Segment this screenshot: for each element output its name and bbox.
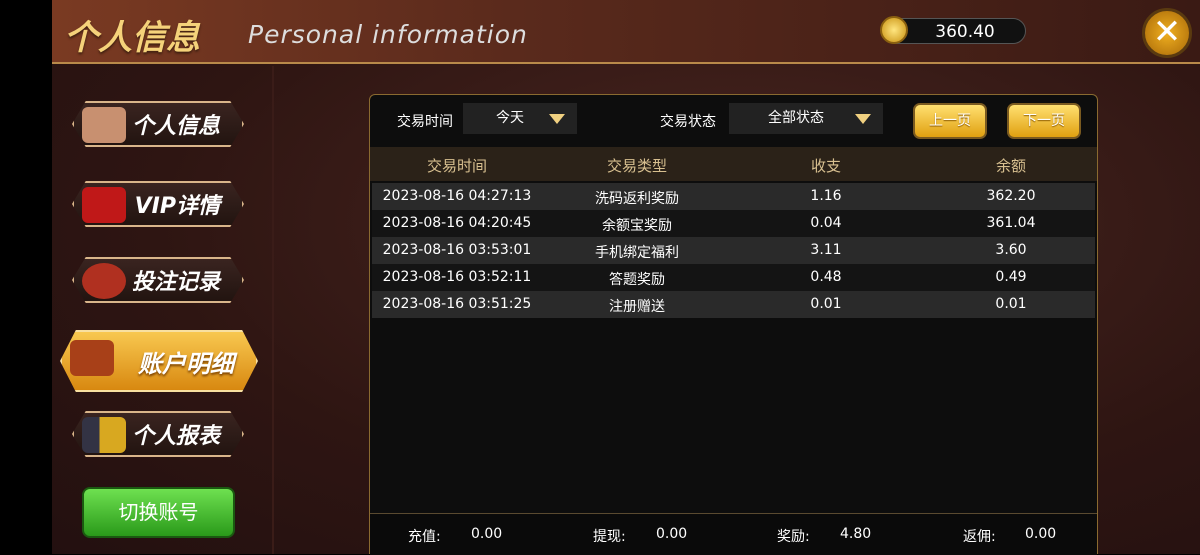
sidebar-item-label: VIP详情	[134, 194, 220, 219]
sidebar-item-label: 个人报表	[131, 424, 220, 449]
table-cell: 3.11	[810, 242, 842, 258]
transactions-panel: 交易时间 今天 交易状态 全部状态 上一页 下一页 交易时间 交易类型 收支 余…	[369, 94, 1098, 555]
switch-account-button[interactable]: 切换账号	[82, 487, 235, 538]
summary-value: 4.80	[840, 526, 872, 542]
sidebar-item-account-details[interactable]: 账户明细	[60, 330, 258, 392]
time-filter-value: 今天	[496, 110, 524, 126]
column-header: 交易类型	[606, 157, 667, 175]
summary-bar: 充值: 0.00 提现: 0.00 奖励: 4.80 返佣: 0.00	[370, 513, 1097, 555]
summary-label: 奖励:	[777, 529, 810, 545]
page-title: 个人信息	[64, 18, 200, 58]
summary-label: 充值:	[408, 529, 441, 545]
table-row: 2023-08-16 03:53:01 手机绑定福利 3.11 3.60	[372, 237, 1095, 264]
table-cell: 2023-08-16 04:27:13	[382, 188, 532, 204]
table-row: 2023-08-16 03:52:11 答题奖励 0.48 0.49	[372, 264, 1095, 291]
table-cell: 0.04	[810, 215, 842, 231]
column-header: 交易时间	[426, 157, 487, 175]
dropdown-arrow-icon	[549, 114, 565, 124]
table-body: 2023-08-16 04:27:13 洗码返利奖励 1.16 362.20 2023-…	[372, 183, 1095, 318]
lady-avatar-icon	[82, 107, 126, 143]
time-filter-label: 交易时间	[397, 114, 453, 130]
table-cell: 0.01	[810, 296, 842, 312]
status-filter-label: 交易状态	[660, 114, 716, 130]
prev-page-button[interactable]: 上一页	[913, 103, 987, 139]
table-cell: 361.04	[986, 215, 1036, 231]
table-cell: 1.16	[810, 188, 842, 204]
table-cell: 2023-08-16 03:53:01	[382, 242, 532, 258]
close-button[interactable]: ✕	[1142, 8, 1192, 58]
table-cell: 362.20	[986, 188, 1036, 204]
table-cell: 手机绑定福利	[595, 245, 679, 261]
status-filter-value: 全部状态	[768, 110, 824, 126]
table-cell: 2023-08-16 03:51:25	[382, 296, 532, 312]
page-subtitle: Personal information	[248, 20, 528, 49]
table-cell: 0.48	[810, 269, 842, 285]
table-cell: 2023-08-16 03:52:11	[382, 269, 532, 285]
table-cell: 余额宝奖励	[602, 218, 672, 234]
summary-label: 返佣:	[963, 529, 996, 545]
summary-value: 0.00	[1025, 526, 1057, 542]
table-row: 2023-08-16 04:20:45 余额宝奖励 0.04 361.04	[372, 210, 1095, 237]
chips-icon	[82, 263, 126, 299]
column-header: 收支	[810, 157, 841, 175]
divider	[272, 66, 274, 554]
sidebar-item-personal-info[interactable]: 个人信息	[72, 101, 244, 147]
table-cell: 3.60	[995, 242, 1027, 258]
next-page-button[interactable]: 下一页	[1007, 103, 1081, 139]
sidebar-item-vip[interactable]: VIP详情	[72, 181, 244, 227]
table-cell: 0.01	[995, 296, 1027, 312]
sidebar-item-label: 账户明细	[138, 349, 234, 378]
vip-card-icon	[82, 187, 126, 223]
chart-coins-icon	[82, 417, 126, 453]
dropdown-arrow-icon	[855, 114, 871, 124]
table-cell: 洗码返利奖励	[595, 191, 679, 207]
status-filter-select[interactable]: 全部状态	[729, 103, 883, 134]
summary-value: 0.00	[656, 526, 688, 542]
coin-icon	[880, 16, 908, 44]
summary-value: 0.00	[471, 526, 503, 542]
column-header: 余额	[995, 157, 1026, 175]
table-row: 2023-08-16 04:27:13 洗码返利奖励 1.16 362.20	[372, 183, 1095, 210]
table-cell: 0.49	[995, 269, 1027, 285]
time-filter-select[interactable]: 今天	[463, 103, 577, 134]
sidebar-item-label: 个人信息	[131, 114, 220, 139]
balance-value: 360.40	[935, 22, 995, 42]
table-cell: 注册赠送	[609, 299, 665, 315]
sidebar-item-bet-records[interactable]: 投注记录	[72, 257, 244, 303]
wallet-icon	[70, 340, 114, 376]
table-row: 2023-08-16 03:51:25 注册赠送 0.01 0.01	[372, 291, 1095, 318]
sidebar-item-label: 投注记录	[131, 270, 220, 295]
sidebar-item-personal-report[interactable]: 个人报表	[72, 411, 244, 457]
table-cell: 2023-08-16 04:20:45	[382, 215, 532, 231]
table-cell: 答题奖励	[609, 272, 665, 288]
summary-label: 提现:	[593, 529, 626, 545]
header	[52, 0, 1200, 64]
table-header: 交易时间 交易类型 收支 余额	[370, 147, 1097, 181]
